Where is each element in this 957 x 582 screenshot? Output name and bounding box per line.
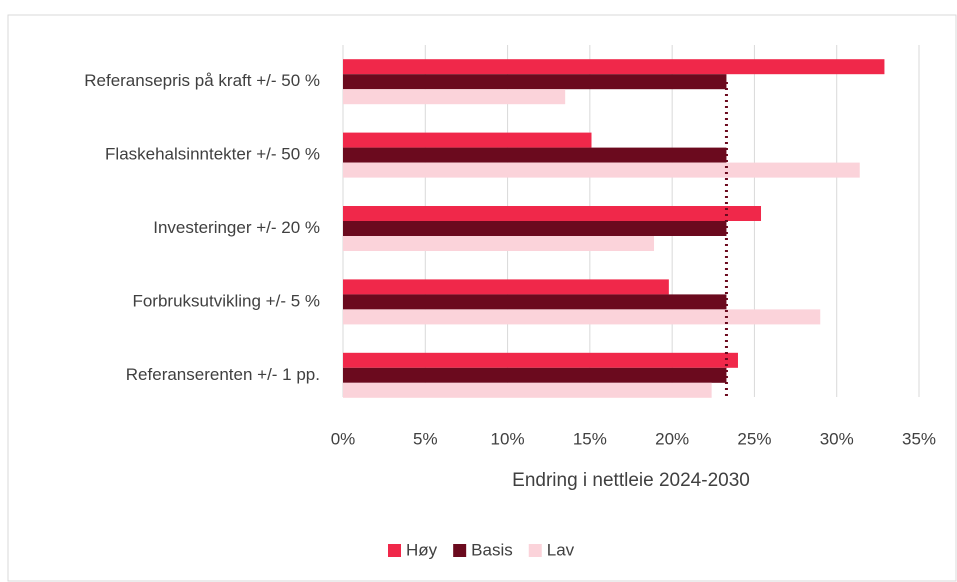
x-tick-label: 10% bbox=[491, 429, 525, 448]
bar bbox=[343, 74, 727, 90]
bar bbox=[343, 236, 655, 251]
legend-swatch bbox=[528, 544, 542, 557]
legend-swatch bbox=[453, 544, 467, 557]
y-tick-label: Forbruksutvikling +/- 5 % bbox=[132, 291, 320, 310]
x-tick-label: 20% bbox=[655, 429, 689, 448]
bar bbox=[343, 382, 712, 398]
bar bbox=[343, 279, 669, 295]
bar bbox=[343, 162, 860, 178]
y-tick-label: Referansepris på kraft +/- 50 % bbox=[84, 71, 320, 90]
bar bbox=[343, 132, 592, 148]
x-tick-label: 35% bbox=[902, 429, 936, 448]
bar bbox=[343, 221, 727, 236]
x-tick-label: 30% bbox=[820, 429, 854, 448]
legend-label: Basis bbox=[471, 540, 513, 559]
y-tick-label: Investeringer +/- 20 % bbox=[153, 218, 320, 237]
x-tick-label: 25% bbox=[737, 429, 771, 448]
legend-swatch bbox=[388, 544, 401, 557]
bar bbox=[343, 147, 727, 163]
legend-label: Lav bbox=[547, 540, 575, 559]
x-axis-title: Endring i nettleie 2024-2030 bbox=[512, 470, 750, 491]
y-tick-label: Flaskehalsinntekter +/- 50 % bbox=[105, 145, 320, 164]
legend-label: Høy bbox=[406, 540, 438, 559]
bar bbox=[343, 89, 566, 105]
bar bbox=[343, 352, 738, 368]
y-tick-label: Referanserenten +/- 1 pp. bbox=[126, 365, 320, 384]
x-tick-label: 5% bbox=[413, 429, 438, 448]
bar bbox=[343, 294, 727, 310]
x-tick-label: 15% bbox=[573, 429, 607, 448]
bar bbox=[343, 59, 885, 75]
bar bbox=[343, 206, 762, 221]
bar bbox=[343, 309, 821, 325]
bar bbox=[343, 367, 727, 383]
x-tick-label: 0% bbox=[331, 429, 356, 448]
